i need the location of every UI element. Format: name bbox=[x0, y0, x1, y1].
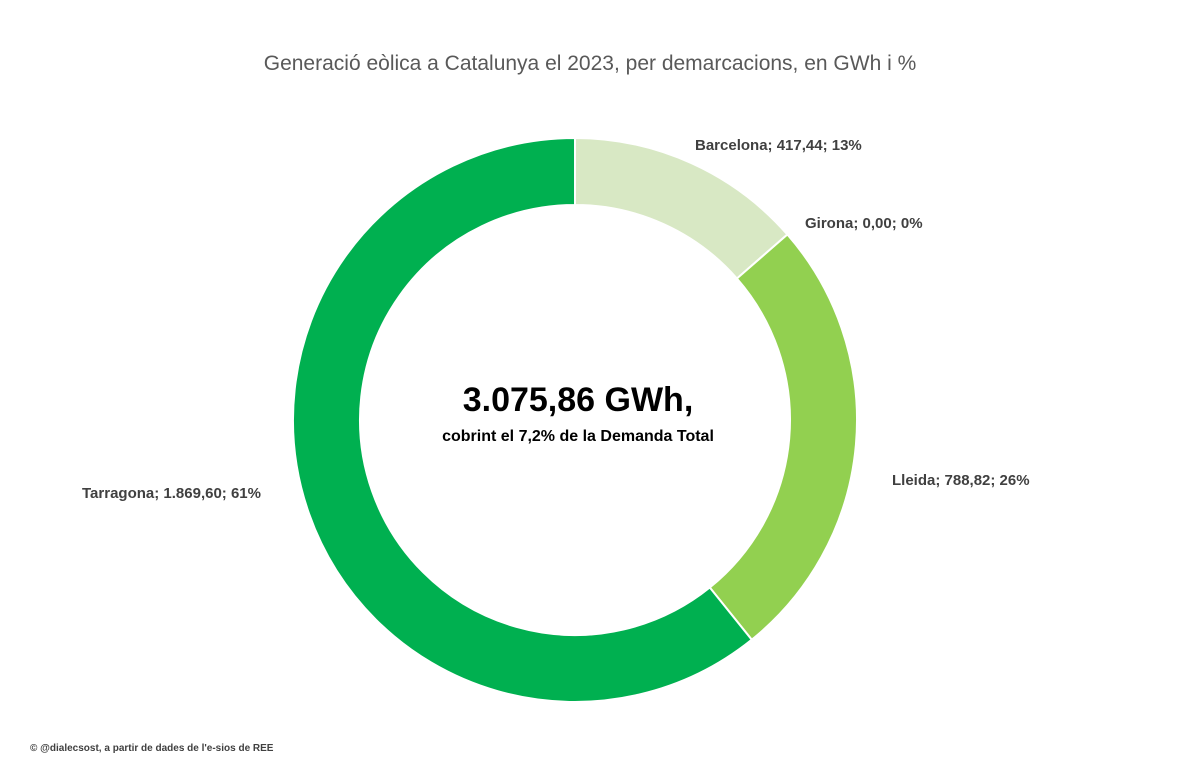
center-total-value: 3.075,86 GWh, bbox=[462, 381, 694, 419]
slice-tarragona bbox=[292, 136, 754, 703]
data-label-lleida: Lleida; 788,82; 26% bbox=[892, 472, 1030, 489]
slice-barcelona bbox=[574, 136, 789, 280]
data-label-girona: Girona; 0,00; 0% bbox=[805, 215, 923, 232]
source-credit: © @dialecsost, a partir de dades de l'e-… bbox=[30, 743, 274, 754]
data-label-tarragona: Tarragona; 1.869,60; 61% bbox=[82, 485, 261, 502]
center-subtitle: cobrint el 7,2% de la Demanda Total bbox=[442, 428, 714, 445]
data-label-barcelona: Barcelona; 417,44; 13% bbox=[695, 137, 862, 154]
chart-title: Generació eòlica a Catalunya el 2023, pe… bbox=[263, 52, 917, 75]
